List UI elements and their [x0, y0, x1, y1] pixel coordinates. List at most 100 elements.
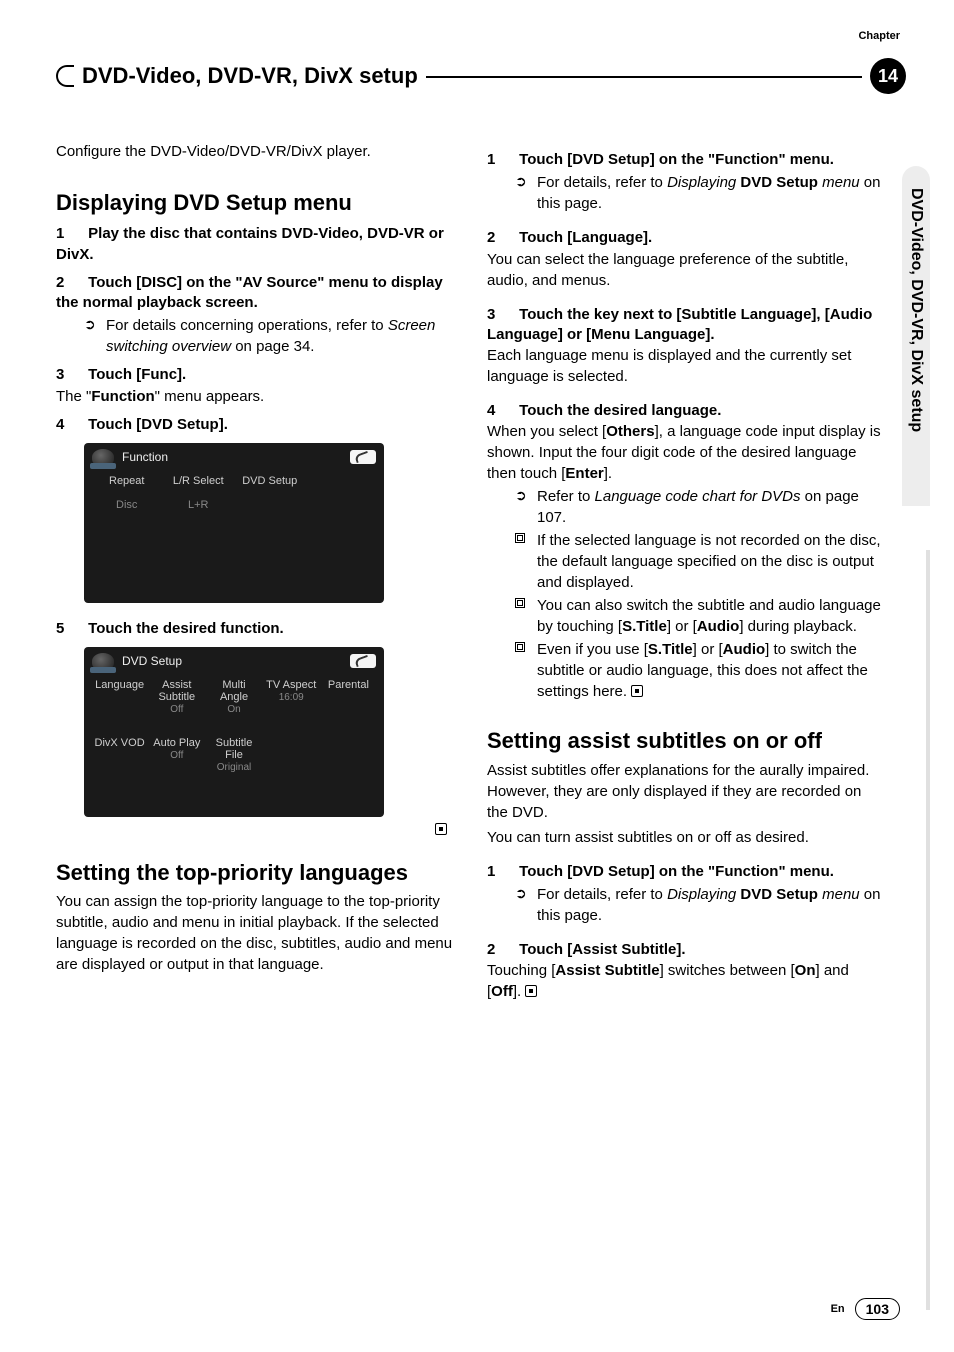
chapter-number-badge: 14 [870, 58, 906, 94]
sc-cell: Disc [92, 495, 162, 515]
step-number: 1 [487, 150, 515, 170]
t-bold: On [795, 962, 816, 979]
sub-bullet: Even if you use [S.Title] or [Audio] to … [487, 639, 886, 702]
step-title: Touch [DVD Setup] on the "Function" menu… [519, 151, 834, 168]
sc-cell: Assist SubtitleOff [149, 675, 204, 719]
step-number: 2 [56, 273, 84, 293]
step-body: You can select the language preference o… [487, 249, 886, 291]
step-1: 1 Touch [DVD Setup] on the "Function" me… [487, 150, 886, 170]
step-2: 2 Touch [Language]. [487, 228, 886, 248]
t: Even if you use [ [537, 641, 648, 658]
bullet-text: For details, refer to Displaying DVD Set… [537, 884, 886, 926]
bullet-text: Even if you use [S.Title] or [Audio] to … [537, 639, 886, 702]
t-bold: Function [91, 388, 154, 405]
sc-cell [321, 733, 376, 777]
arrow-icon: ➲ [515, 172, 529, 214]
t: ] or [ [693, 641, 723, 658]
square-bullet-icon [515, 595, 529, 637]
paragraph: You can turn assist subtitles on or off … [487, 827, 886, 848]
step-number: 2 [487, 228, 515, 248]
step-1: 1 Play the disc that contains DVD-Video,… [56, 224, 455, 265]
t-bold: Audio [697, 618, 740, 635]
side-tab: DVD-Video, DVD-VR, DivX setup [902, 166, 930, 506]
end-mark-icon [631, 685, 643, 697]
dvd-v-icon [92, 653, 114, 669]
step-1: 1 Touch [DVD Setup] on the "Function" me… [487, 862, 886, 882]
t: on page 34. [231, 338, 314, 355]
sc-cell: DivX VOD [92, 733, 147, 777]
step-title: Touch [DVD Setup]. [88, 416, 228, 433]
step-2: 2 Touch [DISC] on the "AV Source" menu t… [56, 273, 455, 314]
t: Touching [ [487, 962, 555, 979]
section-end [56, 821, 455, 838]
t-bold: S.Title [622, 618, 667, 635]
sc-cell: Language [92, 675, 147, 719]
bullet-text: For details concerning operations, refer… [106, 315, 455, 357]
right-column: 1 Touch [DVD Setup] on the "Function" me… [487, 142, 886, 1002]
t: For details concerning operations, refer… [106, 317, 388, 334]
sc-title: DVD Setup [122, 654, 182, 668]
sc-cell: Subtitle FileOriginal [206, 733, 261, 777]
back-icon [350, 450, 376, 464]
h-part-2: DVD Setup [173, 190, 287, 215]
h-part-3: menu [293, 190, 352, 215]
footer-page-number: 103 [855, 1298, 900, 1320]
page-header: DVD-Video, DVD-VR, DivX setup 14 [56, 58, 906, 94]
t-bold: Others [606, 423, 654, 440]
t-bold: Assist Subtitle [555, 962, 659, 979]
t-bold: DVD Setup [736, 174, 822, 191]
step-title: Touch the desired function. [88, 620, 284, 637]
t: The " [56, 388, 91, 405]
step-4: 4 Touch [DVD Setup]. [56, 415, 455, 435]
end-mark-icon [435, 823, 447, 835]
step-4: 4 Touch the desired language. [487, 401, 886, 421]
arrow-icon: ➲ [515, 884, 529, 926]
step-5: 5 Touch the desired function. [56, 619, 455, 639]
t-italic: menu [822, 174, 860, 191]
sc-cell: Multi AngleOn [206, 675, 261, 719]
square-bullet-icon [515, 530, 529, 593]
sub-bullet: ➲ For details concerning operations, ref… [56, 315, 455, 357]
footer-lang: En [831, 1303, 845, 1315]
t: ] switches between [ [660, 962, 795, 979]
sub-bullet: ➲ Refer to Language code chart for DVDs … [487, 486, 886, 528]
heading-assist-subtitles: Setting assist subtitles on or off [487, 728, 886, 753]
sc-cell: Auto PlayOff [149, 733, 204, 777]
paragraph: You can assign the top-priority language… [56, 891, 455, 975]
header-title: DVD-Video, DVD-VR, DivX setup [82, 63, 418, 89]
t: ] during playback. [739, 618, 857, 635]
step-3: 3 Touch the key next to [Subtitle Langua… [487, 305, 886, 346]
t-bold: DVD Setup [736, 886, 822, 903]
t-italic: Displaying [667, 886, 736, 903]
arrow-icon: ➲ [515, 486, 529, 528]
h-part-1: Displaying [56, 190, 167, 215]
header-rule [426, 76, 862, 78]
sc-title: Function [122, 450, 168, 464]
step-title: Touch the key next to [Subtitle Language… [487, 306, 872, 343]
square-bullet-icon [515, 639, 529, 702]
side-tab-text: DVD-Video, DVD-VR, DivX setup [907, 188, 925, 432]
left-column: Configure the DVD-Video/DVD-VR/DivX play… [56, 142, 455, 1002]
ui-screenshot-dvd-setup: DVD Setup Language Assist SubtitleOff Mu… [84, 647, 384, 817]
sc-cell [264, 733, 319, 777]
page-footer: En 103 [831, 1298, 900, 1320]
step-title: Play the disc that contains DVD-Video, D… [56, 225, 444, 262]
sc-cell: Parental [321, 675, 376, 719]
step-title: Touch [DISC] on the "AV Source" menu to … [56, 274, 443, 311]
t: " menu appears. [155, 388, 265, 405]
sc-cell: DVD Setup [235, 471, 305, 491]
sc-cell: L/R Select [164, 471, 234, 491]
t-italic: Language code chart for DVDs [595, 488, 801, 505]
sc-cell [307, 471, 377, 491]
sc-cell: TV Aspect16:09 [264, 675, 319, 719]
header-cap-left [56, 65, 74, 87]
step-number: 3 [487, 305, 515, 325]
step-number: 1 [487, 862, 515, 882]
t-bold: Audio [723, 641, 766, 658]
t-bold: Off [491, 983, 513, 1000]
page-edge [926, 550, 930, 1310]
step-number: 1 [56, 224, 84, 244]
sub-bullet: If the selected language is not recorded… [487, 530, 886, 593]
sub-bullet: ➲ For details, refer to Displaying DVD S… [487, 172, 886, 214]
t: For details, refer to [537, 174, 667, 191]
